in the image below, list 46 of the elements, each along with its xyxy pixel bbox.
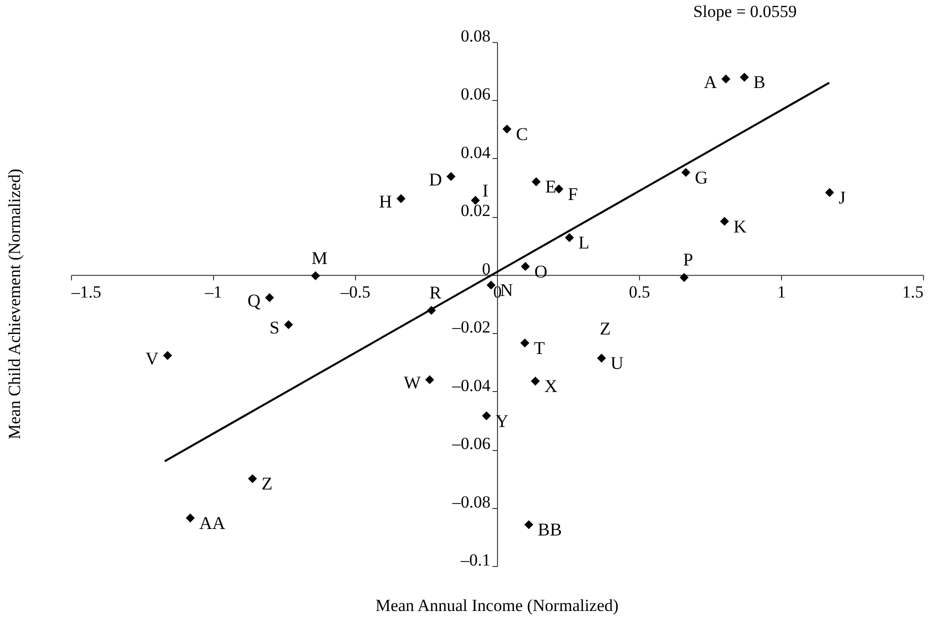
annotation: X: [544, 376, 558, 396]
annotation: B: [753, 72, 766, 92]
y-tick-label: –0.06: [451, 434, 490, 454]
x-tick-label: 1.5: [902, 282, 924, 302]
annotation: J: [838, 188, 846, 208]
annotation: BB: [538, 520, 562, 540]
x-tick-label: 0.5: [628, 282, 650, 302]
y-tick-label: 0.02: [460, 201, 490, 220]
annotation: E: [545, 176, 556, 197]
annotation: V: [146, 348, 159, 369]
annotation: Q: [248, 290, 261, 311]
annotation: M: [312, 248, 328, 268]
annotation: Z: [600, 318, 611, 338]
annotation: AA: [199, 512, 226, 533]
x-tick-label: –1.5: [70, 282, 102, 302]
y-tick-label: 0.04: [460, 142, 491, 162]
chart-title: Slope = 0.0559: [693, 2, 797, 21]
annotation: W: [404, 372, 421, 393]
y-tick-label: –0.04: [451, 376, 491, 395]
annotation: R: [429, 282, 442, 302]
annotation: U: [610, 353, 624, 374]
y-tick-label: –0.08: [451, 492, 490, 512]
annotation: A: [704, 72, 717, 92]
annotation: P: [683, 250, 694, 270]
annotation: T: [534, 338, 545, 358]
y-tick-label: –0.02: [451, 318, 490, 337]
annotation: I: [482, 180, 488, 200]
y-tick-label: 0.06: [460, 84, 490, 104]
x-axis-title: Mean Annual Income (Normalized): [375, 596, 619, 615]
annotation: S: [270, 318, 280, 338]
annotation: K: [733, 216, 746, 236]
annotation: G: [694, 167, 708, 188]
annotation: L: [578, 232, 590, 253]
annotation: N: [500, 280, 514, 300]
y-tick-label: –0.1: [460, 550, 490, 570]
annotation: C: [516, 124, 528, 144]
annotation: Z: [261, 474, 272, 494]
y-axis-title: Mean Child Achievement (Normalized): [5, 168, 24, 440]
x-tick-label: 1: [777, 282, 786, 302]
annotation: D: [428, 169, 442, 190]
x-tick-label: –0.5: [340, 282, 370, 302]
annotation: F: [568, 184, 578, 204]
x-tick-label: –1: [204, 282, 222, 302]
annotation: H: [379, 192, 392, 212]
y-tick-label: 0.08: [460, 26, 490, 46]
y-tick-label: 0: [482, 259, 490, 278]
